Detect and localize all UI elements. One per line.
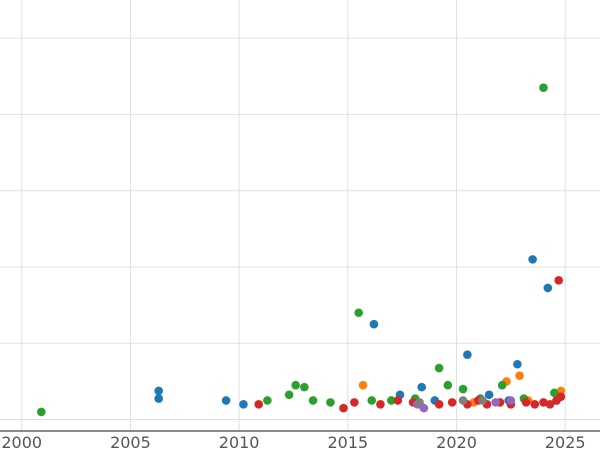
data-point-series-green [387,396,396,405]
data-point-series-green [284,390,294,400]
data-point-series-green [458,384,468,394]
data-point-series-green [37,407,46,417]
data-point-series-green [539,83,548,93]
data-point-series-gray [458,396,468,405]
data-point-series-green [326,398,335,407]
data-point-series-red [434,400,444,409]
data-point-series-green [550,388,559,398]
data-point-series-blue [543,283,553,293]
data-point-series-red [556,392,566,401]
data-point-series-red [545,400,555,409]
data-point-series-blue [154,386,163,396]
data-point-series-blue [154,394,163,403]
data-point-series-blue [484,390,494,400]
data-point-series-blue [513,359,522,369]
data-point-series-orange [358,380,368,390]
data-point-series-green [497,380,507,390]
x-tick-label: 2025 [545,433,586,450]
data-point-series-red [447,398,457,407]
data-point-series-green [434,363,444,373]
data-point-series-green [263,396,272,405]
data-point-series-red [376,400,385,409]
data-point-series-blue [528,255,537,264]
data-point-series-purple [506,396,516,405]
data-point-series-red [530,400,540,409]
data-point-series-gray [415,398,424,407]
data-point-series-blue [417,382,427,392]
data-point-series-green [354,308,363,318]
data-point-series-blue [239,400,248,409]
data-point-series-blue [369,319,379,329]
x-tick-label: 2010 [219,433,260,450]
data-point-series-red [554,276,563,285]
data-point-series-orange [515,371,524,380]
data-point-series-blue [221,396,231,405]
data-point-series-green [300,382,309,392]
data-point-series-blue [463,350,472,360]
data-point-series-green [443,380,453,390]
x-tick-label: 2020 [436,433,477,450]
x-tick-label: 2015 [327,433,368,450]
data-point-series-red [539,398,548,407]
data-point-series-purple [491,398,500,407]
x-tick-label: 2000 [1,433,42,450]
data-point-series-red [393,396,403,405]
data-point-series-red [339,403,348,413]
data-point-series-red [350,398,359,407]
data-point-series-green [291,380,300,390]
data-point-series-red [521,398,531,407]
data-point-series-gray [478,396,487,405]
data-point-series-green [367,396,377,405]
data-point-series-red [254,400,263,409]
x-tick-label: 2005 [110,433,151,450]
data-point-series-green [308,396,318,405]
